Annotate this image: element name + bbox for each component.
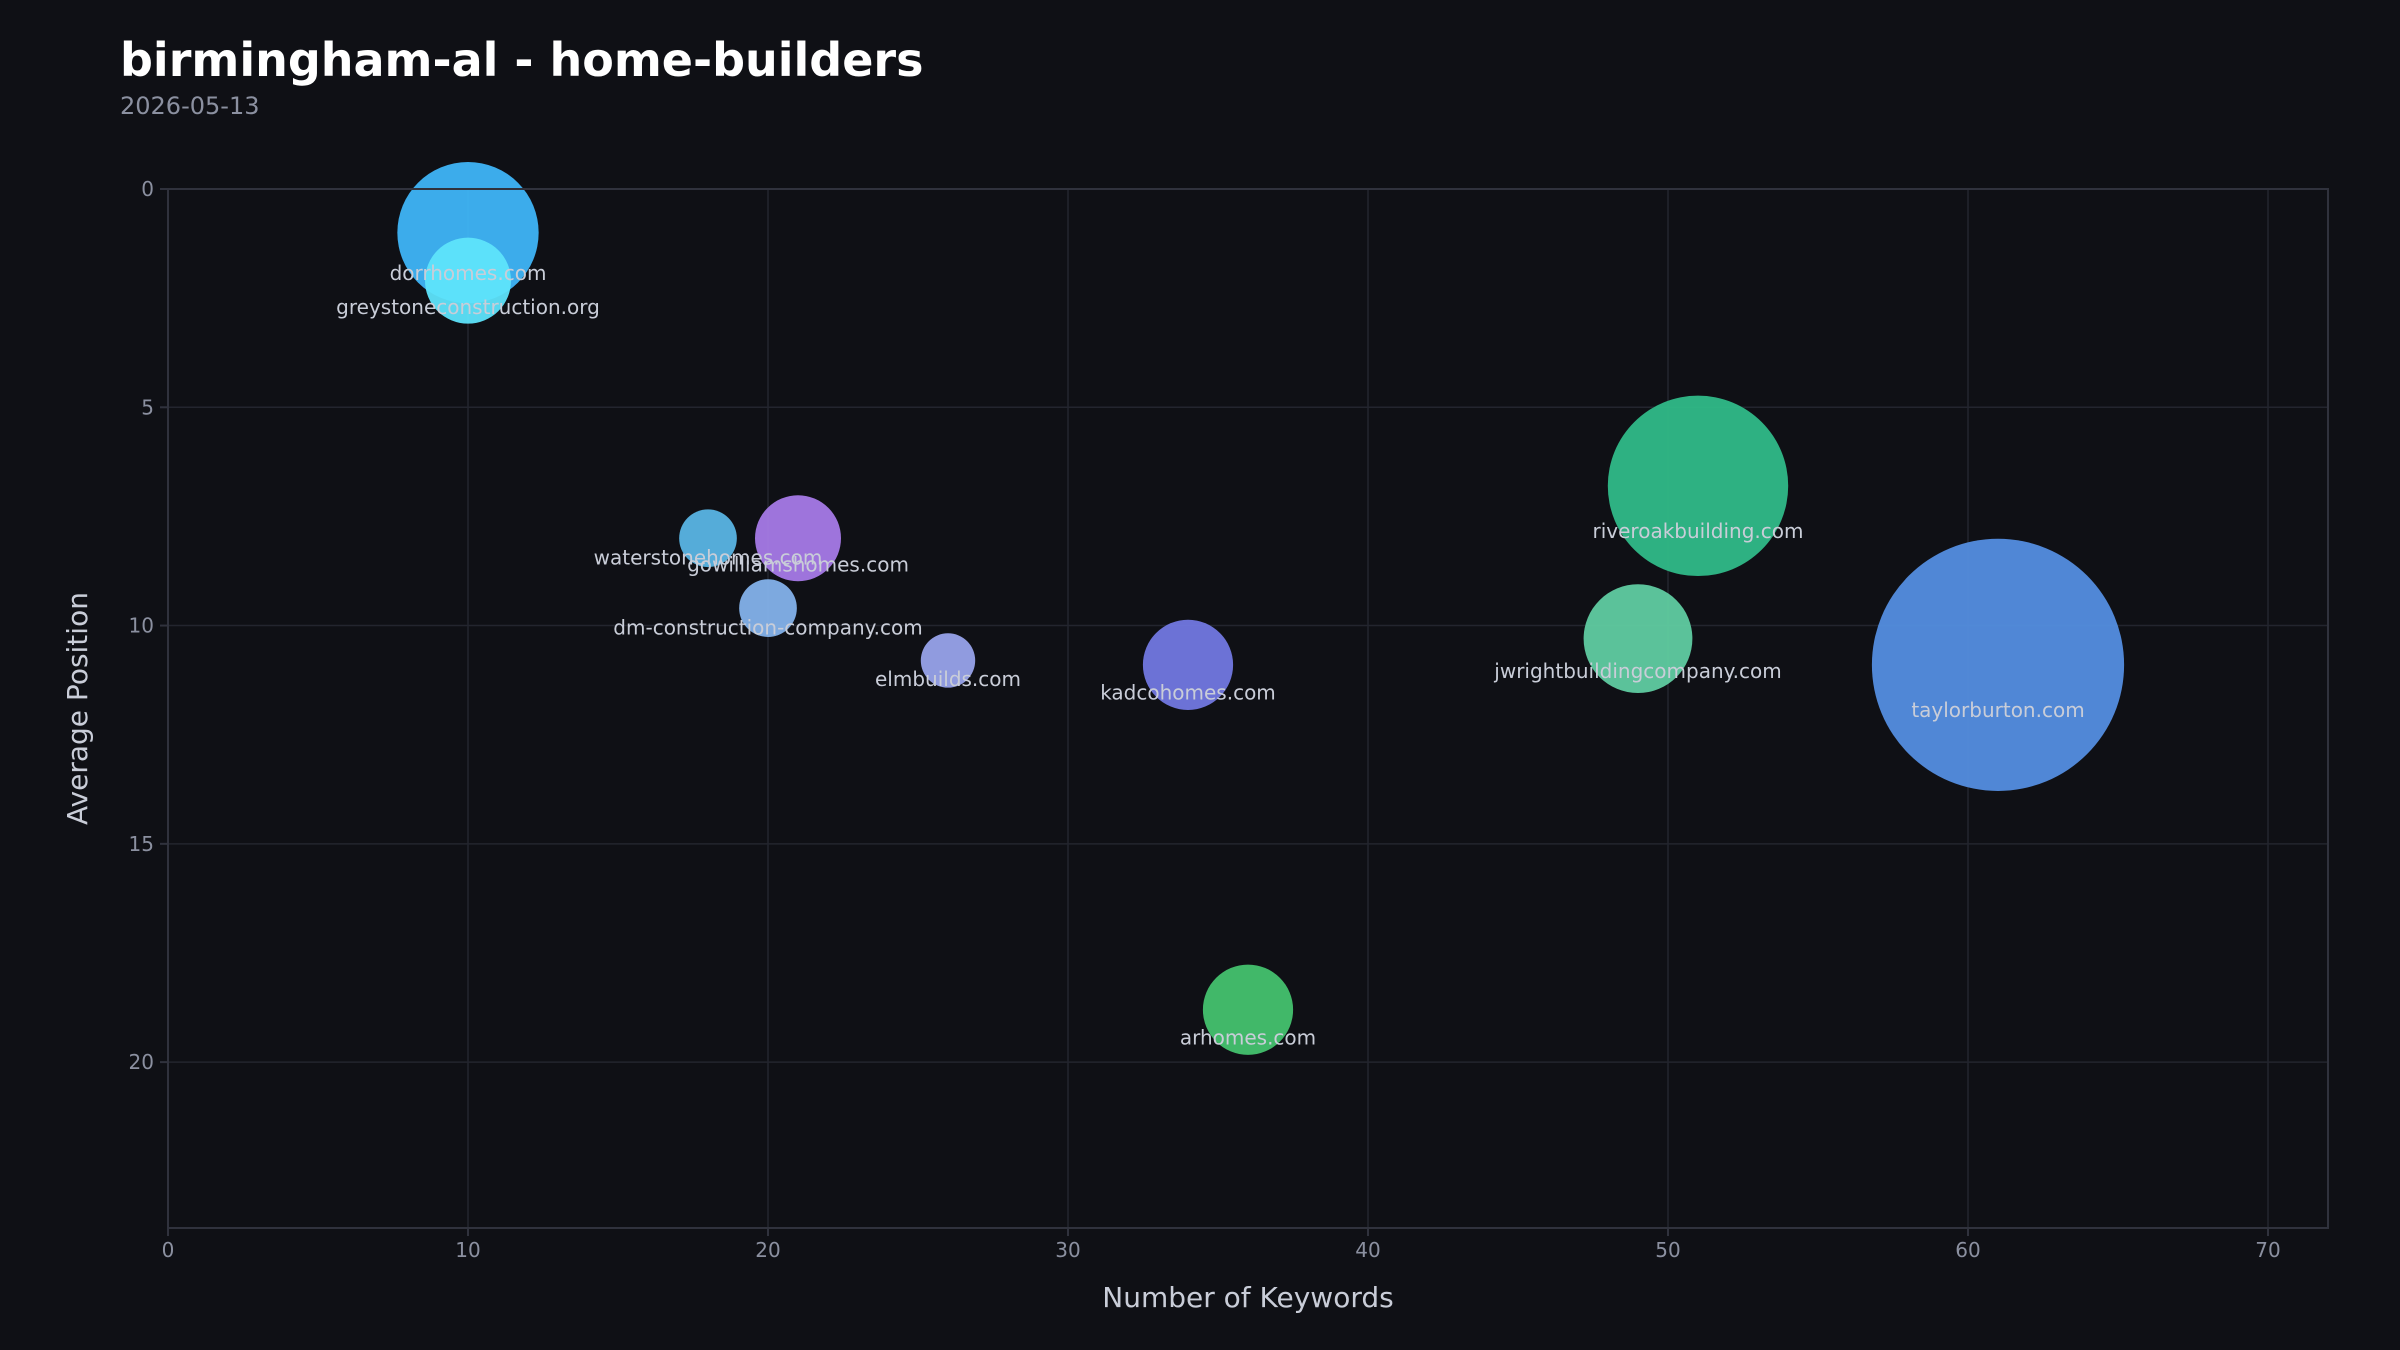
bubble-label: waterstonehomes.com [594,546,823,570]
bubble-label: jwrightbuildingcompany.com [1493,659,1781,683]
plot-frame [167,188,2329,1229]
bubble-label: gowilliamshomes.com [687,553,909,577]
bubble [1871,538,2125,791]
bubble-label: taylorburton.com [1911,698,2084,722]
x-tick-label: 10 [455,1238,480,1262]
bubble [425,237,511,324]
bubble-label: greystoneconstruction.org [336,295,600,319]
x-tick-label: 60 [1955,1238,1980,1262]
x-tick-label: 0 [162,1238,175,1262]
x-tick-label: 30 [1055,1238,1080,1262]
bubble [1142,619,1234,710]
x-tick-label: 20 [755,1238,780,1262]
bubble [739,579,797,637]
bubble [920,633,976,688]
axis-ticks: 0 10 20 30 40 50 60 70 0 5 10 15 20 [129,177,2281,1262]
y-tick-label: 15 [129,832,154,856]
y-tick-label: 0 [141,177,154,201]
bubble-label: arhomes.com [1180,1025,1316,1049]
y-axis-label: Average Position [61,592,94,825]
bubble-label: dorrhomes.com [390,261,547,285]
bubble [1202,964,1294,1055]
chart-title: birmingham-al - home-builders [120,33,923,87]
bubble-labels: dorrhomes.com greystoneconstruction.org wa… [336,261,2085,1049]
y-tick-label: 20 [129,1050,154,1074]
x-tick-label: 70 [2255,1238,2280,1262]
bubble-label: riveroakbuilding.com [1593,519,1804,543]
bubble-label: elmbuilds.com [875,667,1021,691]
y-tick-label: 10 [129,614,154,638]
bubble-label: kadcohomes.com [1100,680,1276,704]
bubble [755,495,841,582]
bubble-label: dm-construction-company.com [613,616,922,640]
x-tick-label: 50 [1655,1238,1680,1262]
bubble [679,509,737,568]
y-tick-label: 5 [141,395,154,419]
bubbles [397,161,2125,1055]
chart-subtitle: 2026-05-13 [120,92,259,120]
bubble [1583,584,1693,694]
x-axis-label: Number of Keywords [1102,1281,1393,1314]
x-tick-label: 40 [1355,1238,1380,1262]
bubble [1607,395,1789,577]
